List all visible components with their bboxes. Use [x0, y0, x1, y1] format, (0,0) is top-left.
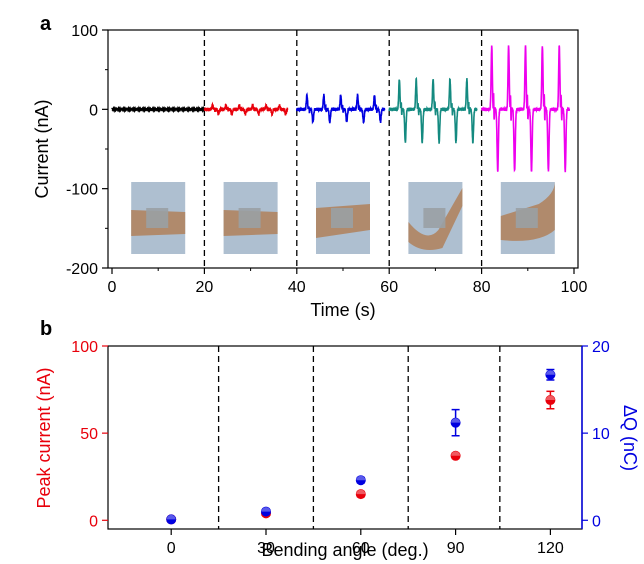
x-tick-label: 60 — [352, 540, 370, 557]
sensor-patch — [331, 208, 353, 228]
point-highlight — [545, 395, 555, 401]
panel-a-x-axis-title: Time (s) — [310, 300, 375, 320]
current-trace-5 — [480, 45, 571, 173]
x-tick-label: 40 — [288, 279, 306, 296]
point-highlight — [451, 418, 461, 423]
peak-current-point — [355, 489, 366, 500]
right-y-tick-label: 20 — [592, 339, 610, 356]
panel-b-left-axis-title: Peak current (nA) — [34, 367, 54, 508]
x-tick-label: 60 — [380, 279, 398, 296]
current-trace-1 — [111, 105, 206, 114]
sensor-patch — [515, 208, 538, 228]
panel-a-y-axis-title: Current (nA) — [32, 99, 52, 198]
charge-point — [261, 506, 271, 517]
x-tick-label: 30 — [257, 540, 275, 557]
x-tick-label: 20 — [196, 279, 214, 296]
sensor-patch — [146, 208, 169, 228]
peak-current-point — [545, 395, 556, 406]
panel-b-letter: b — [40, 318, 52, 340]
charge-point — [355, 475, 366, 486]
sensor-patch — [423, 208, 446, 228]
arm-photo — [131, 182, 186, 254]
panel-b-right-axis-title: ΔQ (nC) — [620, 405, 640, 471]
panel-b-x-axis-title: Bending angle (deg.) — [261, 540, 428, 560]
peak-current-point — [450, 450, 461, 461]
arm-photo — [223, 182, 278, 254]
current-trace-4 — [388, 76, 478, 144]
charge-point — [450, 417, 461, 428]
point-highlight — [261, 507, 271, 512]
x-tick-label: 0 — [167, 540, 176, 557]
panel-b-frame — [107, 345, 583, 530]
point-highlight — [356, 489, 366, 495]
point-highlight — [545, 370, 555, 375]
panel-a-letter: a — [40, 13, 52, 35]
sensor-patch — [238, 208, 261, 228]
arm-photo — [500, 182, 555, 254]
current-trace-3 — [296, 92, 386, 125]
left-y-tick-label: 50 — [80, 426, 98, 443]
panel-a-chart: 0 20 40 60 80 100 100 0 -100 -200 Time (s) Curren… — [32, 23, 587, 320]
y-tick-label: 100 — [71, 23, 98, 40]
x-tick-label: 100 — [561, 279, 588, 296]
arm-shape — [408, 188, 463, 250]
charge-point — [545, 369, 556, 380]
arm-photo — [408, 182, 463, 254]
charge-point — [166, 514, 177, 525]
point-highlight — [166, 514, 176, 520]
current-trace-2 — [203, 101, 289, 118]
left-y-tick-label: 0 — [89, 513, 98, 530]
x-tick-label: 80 — [473, 279, 491, 296]
y-tick-label: -100 — [66, 182, 98, 199]
point-highlight — [451, 451, 461, 456]
x-tick-label: 90 — [447, 540, 465, 557]
arm-photo — [316, 182, 370, 254]
y-tick-label: 0 — [89, 102, 98, 119]
point-highlight — [356, 475, 366, 481]
y-tick-label: -200 — [66, 261, 98, 278]
right-y-tick-label: 0 — [592, 513, 601, 530]
left-y-tick-label: 100 — [71, 339, 98, 356]
x-tick-label: 120 — [537, 540, 564, 557]
right-y-tick-label: 10 — [592, 426, 610, 443]
x-tick-label: 0 — [108, 279, 117, 296]
